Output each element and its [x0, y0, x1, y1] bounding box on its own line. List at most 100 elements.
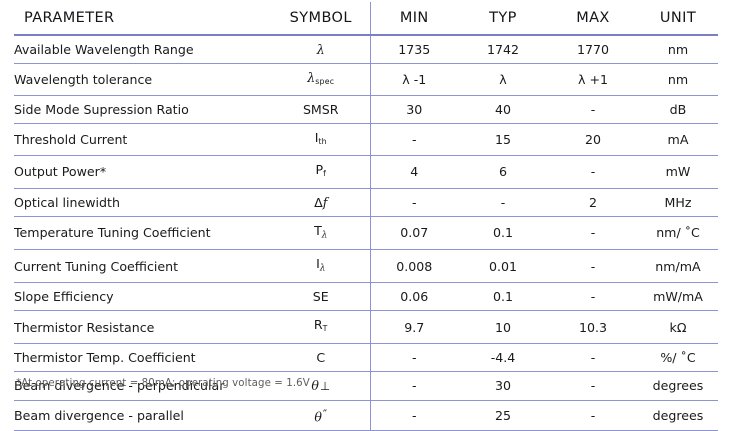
cell-min: - — [370, 188, 458, 217]
table-row: Available Wavelength Range λ 1735 1742 1… — [14, 35, 718, 64]
cell-parameter: Threshold Current — [14, 123, 272, 157]
cell-symbol: θ⊥ — [272, 371, 371, 401]
cell-max: - — [548, 95, 638, 125]
cell-symbol: λspec — [272, 63, 371, 97]
cell-min: - — [370, 371, 458, 401]
table-row: Output Power* Pf 4 6 - mW — [14, 155, 718, 189]
cell-symbol: λ — [272, 35, 371, 64]
cell-typ: 0.01 — [458, 249, 548, 284]
cell-unit: nm — [638, 63, 718, 97]
cell-typ: - — [458, 188, 548, 217]
cell-parameter: Wavelength tolerance — [14, 63, 272, 97]
cell-unit: degrees — [638, 400, 718, 431]
cell-max: - — [548, 400, 638, 431]
cell-typ: 15 — [458, 123, 548, 157]
cell-min: 9.7 — [370, 310, 458, 344]
table-row: Slope Efficiency SE 0.06 0.1 - mW/mA — [14, 282, 718, 312]
column-header-max: MAX — [548, 2, 638, 36]
column-header-symbol: SYMBOL — [272, 2, 371, 36]
table-row: Threshold Current Ith - 15 20 mA — [14, 123, 718, 157]
cell-max: 10.3 — [548, 310, 638, 344]
specification-table: PARAMETER SYMBOL MIN TYP MAX UNIT Availa… — [14, 2, 718, 431]
cell-symbol: Iλ — [272, 249, 371, 284]
table-row: Thermistor Resistance RT 9.7 10 10.3 kΩ — [14, 310, 718, 344]
cell-max: 2 — [548, 188, 638, 217]
cell-unit: degrees — [638, 371, 718, 401]
cell-parameter: Thermistor Temp. Coefficient — [14, 343, 272, 372]
cell-unit: nm/mA — [638, 249, 718, 284]
cell-typ: 0.1 — [458, 282, 548, 312]
cell-typ: 40 — [458, 95, 548, 125]
cell-min: λ -1 — [370, 63, 458, 97]
table-row: Current Tuning Coefficient Iλ 0.008 0.01… — [14, 249, 718, 284]
cell-max: - — [548, 249, 638, 284]
table-footnote: *At operating current = 80mA; operating … — [16, 378, 310, 389]
table-row: Beam divergence - parallel θ″ - 25 - deg… — [14, 400, 718, 431]
cell-max: - — [548, 155, 638, 189]
cell-min: 0.008 — [370, 249, 458, 284]
cell-min: 4 — [370, 155, 458, 189]
cell-symbol: C — [272, 343, 371, 372]
cell-unit: mA — [638, 123, 718, 157]
cell-min: 30 — [370, 95, 458, 125]
cell-unit: %/ ˚C — [638, 343, 718, 372]
cell-symbol: Tλ — [272, 216, 371, 250]
cell-symbol: SMSR — [272, 95, 371, 125]
cell-min: - — [370, 400, 458, 431]
cell-min: 0.07 — [370, 216, 458, 250]
cell-parameter: Side Mode Supression Ratio — [14, 95, 272, 125]
cell-min: - — [370, 123, 458, 157]
cell-parameter: Beam divergence - perpendicular — [14, 371, 272, 401]
table-body: Available Wavelength Range λ 1735 1742 1… — [14, 35, 718, 431]
cell-unit: dB — [638, 95, 718, 125]
cell-parameter: Beam divergence - parallel — [14, 400, 272, 431]
cell-symbol: Ith — [272, 123, 371, 157]
cell-max: - — [548, 282, 638, 312]
table-row: Side Mode Supression Ratio SMSR 30 40 - … — [14, 95, 718, 125]
cell-symbol: RT — [272, 310, 371, 344]
cell-max: - — [548, 343, 638, 372]
cell-unit: mW/mA — [638, 282, 718, 312]
cell-symbol: SE — [272, 282, 371, 312]
cell-unit: MHz — [638, 188, 718, 217]
cell-typ: λ — [458, 63, 548, 97]
laser-diode-spec-sheet: PARAMETER SYMBOL MIN TYP MAX UNIT Availa… — [14, 2, 718, 431]
cell-unit: kΩ — [638, 310, 718, 344]
cell-max: - — [548, 371, 638, 401]
cell-typ: 25 — [458, 400, 548, 431]
column-header-min: MIN — [370, 2, 458, 36]
cell-symbol: Δf — [272, 188, 371, 217]
cell-max: 20 — [548, 123, 638, 157]
cell-typ: 30 — [458, 371, 548, 401]
cell-typ: 0.1 — [458, 216, 548, 250]
cell-parameter: Temperature Tuning Coefficient — [14, 216, 272, 250]
cell-max: - — [548, 216, 638, 250]
cell-typ: 10 — [458, 310, 548, 344]
column-header-unit: UNIT — [638, 2, 718, 36]
column-header-parameter: PARAMETER — [14, 2, 272, 36]
table-header-row: PARAMETER SYMBOL MIN TYP MAX UNIT — [14, 2, 718, 36]
cell-typ: 1742 — [458, 35, 548, 64]
cell-unit: nm/ ˚C — [638, 216, 718, 250]
cell-min: 0.06 — [370, 282, 458, 312]
cell-symbol: Pf — [272, 155, 371, 189]
cell-unit: mW — [638, 155, 718, 189]
table-row: Optical linewidth Δf - - 2 MHz — [14, 188, 718, 217]
cell-parameter: Current Tuning Coefficient — [14, 249, 272, 284]
column-header-typ: TYP — [458, 2, 548, 36]
cell-parameter: Optical linewidth — [14, 188, 272, 217]
cell-typ: -4.4 — [458, 343, 548, 372]
cell-parameter: Available Wavelength Range — [14, 35, 272, 64]
table-row: Thermistor Temp. Coefficient C - -4.4 - … — [14, 343, 718, 372]
table-row: Beam divergence - perpendicular θ⊥ - 30 … — [14, 371, 718, 401]
cell-typ: 6 — [458, 155, 548, 189]
cell-parameter: Output Power* — [14, 155, 272, 189]
table-row: Wavelength tolerance λspec λ -1 λ λ +1 n… — [14, 63, 718, 97]
cell-symbol: θ″ — [272, 400, 371, 431]
cell-max: 1770 — [548, 35, 638, 64]
cell-unit: nm — [638, 35, 718, 64]
cell-parameter: Thermistor Resistance — [14, 310, 272, 344]
cell-min: - — [370, 343, 458, 372]
cell-parameter: Slope Efficiency — [14, 282, 272, 312]
cell-min: 1735 — [370, 35, 458, 64]
